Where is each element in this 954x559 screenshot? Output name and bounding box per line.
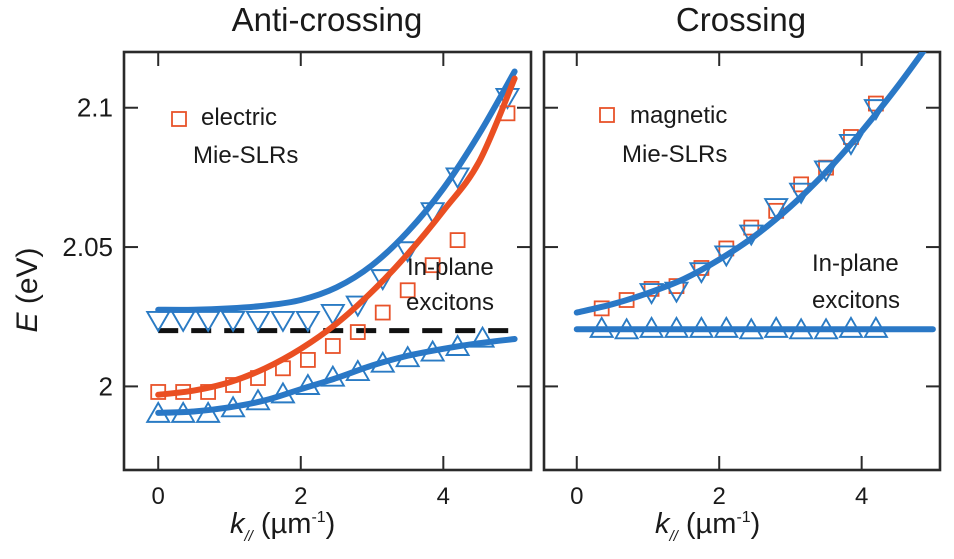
x-axis-label-right: k// (µm-1) — [655, 508, 760, 545]
x-tick-label: 2 — [294, 483, 307, 510]
data-point-square — [449, 232, 466, 249]
fit-curve-electric-mie-slr-fit — [155, 75, 518, 398]
x-axis-subscript: // — [244, 528, 255, 545]
data-point-triangle-down — [295, 310, 321, 333]
plot-frame — [542, 50, 942, 472]
data-point-triangle-down — [370, 269, 396, 292]
legend-marker-square — [599, 107, 615, 123]
annotation-excitons-left: In-plane excitons — [406, 254, 494, 316]
data-point-triangle-down — [838, 134, 864, 156]
x-tick-label: 0 — [152, 483, 165, 510]
x-tick-label: 0 — [570, 483, 583, 510]
series-magnetic-mie-slrs-data — [593, 95, 884, 317]
panel-anti-crossing: 0 2 4 2 2.05 2.1 — [62, 50, 533, 510]
y-axis-symbol: E — [11, 312, 44, 333]
plot-frame — [122, 50, 533, 472]
fit-curve-magnetic-mie-slr-fit — [573, 52, 927, 316]
x-axis-subscript: // — [669, 528, 680, 545]
y-axis-label: E (eV) — [11, 247, 44, 332]
annotation-line2: excitons — [406, 289, 494, 316]
data-point-triangle-down — [220, 310, 246, 333]
data-point-triangle-down — [195, 310, 221, 333]
x-axis-unit-close: ) — [326, 508, 336, 540]
data-point-triangle-down — [763, 198, 789, 220]
svg-text:E (eV): E (eV) — [11, 247, 44, 332]
y-tick-label: 2 — [99, 371, 113, 401]
legend-label-line1: electric — [201, 104, 277, 131]
x-axis-unit-open: (µm — [253, 508, 312, 540]
plot-area — [573, 52, 936, 340]
x-tick-label: 4 — [855, 483, 868, 510]
panel-crossing: 0 2 4 — [542, 50, 942, 510]
panel-title-anti-crossing: Anti-crossing — [232, 1, 423, 38]
data-point-triangle-down — [170, 310, 196, 333]
annotation-line2: excitons — [812, 287, 900, 314]
annotation-excitons-right: In-plane excitons — [812, 250, 900, 314]
legend-label-line1: magnetic — [630, 102, 727, 129]
data-point-square — [399, 282, 416, 299]
plot-area — [145, 68, 521, 423]
data-point-square — [324, 338, 341, 354]
annotation-line1: In-plane — [812, 250, 899, 277]
data-point-square — [743, 219, 760, 236]
data-point-square — [349, 324, 366, 340]
data-point-triangle-down — [320, 303, 346, 326]
data-point-square — [374, 304, 391, 321]
x-axis-symbol: k — [655, 508, 671, 540]
data-point-triangle-down — [245, 310, 271, 333]
y-tick-label: 2.05 — [62, 232, 113, 262]
data-point-triangle-up — [469, 325, 496, 348]
series-lower-polariton-data — [145, 325, 496, 423]
annotation-line1: In-plane — [407, 254, 494, 281]
legend-label-line2: Mie-SLRs — [622, 141, 727, 168]
data-point-triangle-down — [345, 295, 371, 318]
x-axis-superscript: -1 — [736, 509, 750, 526]
x-tick-label: 2 — [713, 483, 726, 510]
x-tick-label: 4 — [437, 483, 450, 510]
x-axis-superscript: -1 — [311, 509, 325, 526]
x-axis-symbol: k — [230, 508, 246, 540]
data-point-square — [299, 352, 316, 368]
x-axis-unit-open: (µm — [678, 508, 737, 540]
legend-electric: electric Mie-SLRs — [171, 104, 298, 169]
data-point-square — [424, 257, 441, 274]
data-point-triangle-down — [145, 310, 171, 333]
fit-curve-lower-polariton-fit — [155, 336, 518, 416]
data-point-triangle-down — [270, 310, 296, 333]
x-axis-unit-close: ) — [751, 508, 761, 540]
panel-title-crossing: Crossing — [676, 1, 806, 38]
data-point-triangle-down — [813, 160, 839, 183]
y-axis-unit: (eV) — [11, 247, 44, 312]
x-axis-label-left: k// (µm-1) — [230, 508, 335, 545]
legend-magnetic: magnetic Mie-SLRs — [599, 102, 727, 168]
y-tick-label: 2.1 — [77, 93, 113, 123]
legend-marker-square — [171, 111, 187, 127]
legend-label-line2: Mie-SLRs — [193, 142, 298, 169]
fit-curve-upper-polariton-fit — [155, 68, 518, 313]
